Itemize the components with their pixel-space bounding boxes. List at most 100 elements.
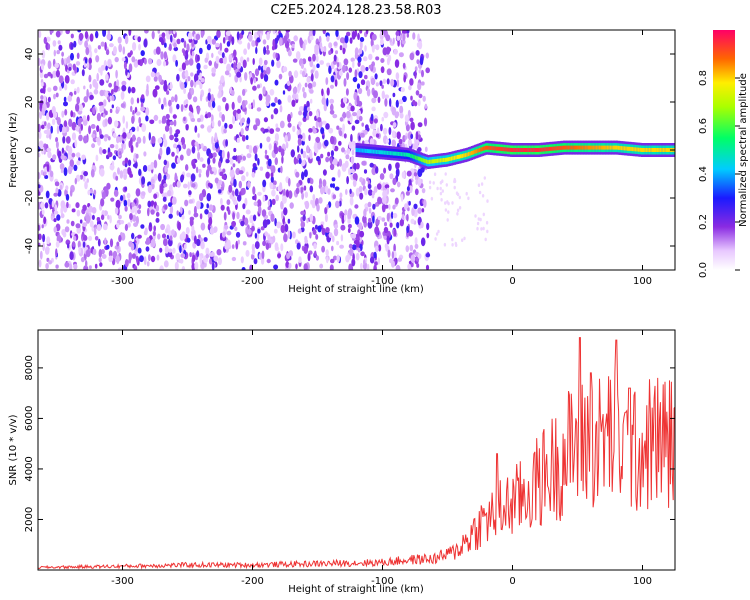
spectrogram-noise-cell [408,85,412,91]
spectrogram-noise-cell [115,69,118,79]
spectrogram-noise-cell [439,191,443,196]
spectrogram-noise-cell [381,217,386,222]
spectrogram-noise-cell [83,235,88,241]
spectrogram-noise-cell [320,153,324,159]
spectrogram-noise-cell [339,45,343,51]
spectrogram-noise-cell [95,30,99,39]
spectrogram-noise-cell [127,52,132,58]
spectrogram-noise-cell [48,260,52,265]
spectrogram-noise-cell [161,115,167,124]
spectrogram-noise-cell [263,59,268,66]
spectrogram-noise-cell [99,134,104,139]
spectrogram-noise-cell [265,171,270,179]
spectrogram-noise-cell [346,72,350,81]
spectrogram-noise-cell [343,78,347,87]
spectrogram-noise-cell [333,145,339,152]
spectrogram-noise-cell [186,237,191,243]
spectrogram-noise-cell [433,172,437,176]
spectrogram-noise-cell [402,95,407,103]
spectrogram-noise-cell [302,42,306,51]
spectrogram-noise-cell [292,87,298,94]
spectrogram-noise-cell [139,255,144,263]
spectrogram-noise-cell [226,63,232,72]
spectrogram-ridge-core [461,153,464,158]
spectrogram-ridge-core [620,146,623,151]
spectrogram-noise-cell [188,199,194,204]
spectrogram-noise-cell [124,205,128,212]
spectrogram-noise-cell [94,82,99,90]
spectrogram-noise-cell [390,78,395,87]
spectrogram-noise-cell [168,30,172,35]
spectrogram-noise-cell [404,114,409,123]
spectrogram-noise-cell [408,179,412,186]
spectrogram-noise-cell [361,122,365,127]
spectrogram-noise-cell [265,94,271,103]
spectrogram-noise-cell [314,141,318,150]
spectrogram-noise-cell [476,226,479,231]
spectrogram-noise-cell [308,111,313,117]
spectrogram-ridge-core [605,145,608,150]
spectrogram-noise-cell [322,30,326,35]
spectrogram-noise-cell [267,206,271,211]
spectrogram-noise-cell [164,245,169,254]
spectrogram-ridge-core [570,145,573,150]
spectrogram-noise-cell [73,164,78,171]
spectrogram-noise-cell [384,98,388,107]
x-tick-label: -200 [241,276,264,287]
spectrogram-noise-cell [85,47,90,56]
spectrogram-noise-cell [101,254,107,259]
spectrogram-noise-cell [162,60,167,67]
spectrogram-noise-cell [113,46,117,55]
spectrogram-noise-cell [395,168,400,177]
spectrogram-ridge-core [386,150,389,155]
spectrogram-noise-cell [396,131,401,140]
spectrogram-noise-cell [364,74,368,80]
spectrogram-noise-cell [150,238,156,248]
spectrogram-noise-cell [373,264,377,270]
spectrogram-noise-cell [168,202,172,208]
spectrogram-ridge-core [452,156,455,161]
spectrogram-noise-cell [180,136,185,146]
spectrogram-noise-cell [132,42,137,51]
spectrogram-ridge-core [453,155,456,160]
spectrogram-noise-cell [64,75,70,84]
spectrogram-noise-cell [274,96,278,104]
spectrogram-noise-cell [40,201,45,210]
spectrogram-noise-cell [316,203,320,212]
spectrogram-noise-cell [211,52,214,59]
spectrogram-noise-cell [314,70,319,79]
spectrogram-noise-cell [339,37,345,44]
spectrogram-noise-cell [183,40,187,49]
spectrogram-noise-cell [176,103,180,110]
spectrogram-noise-cell [320,221,325,226]
spectrogram-noise-cell [365,66,369,72]
spectrogram-noise-cell [177,221,182,231]
spectrogram-noise-cell [456,208,460,213]
spectrogram-noise-cell [75,174,81,182]
spectrogram-noise-cell [167,190,172,197]
spectrogram-noise-cell [232,163,236,168]
spectrogram-noise-cell [194,235,197,244]
spectrogram-noise-cell [257,228,261,234]
spectrogram-noise-cell [89,220,94,228]
spectrogram-noise-cell [391,251,395,260]
spectrogram-noise-cell [123,142,126,150]
spectrogram-noise-cell [412,99,416,106]
spectrogram-noise-cell [211,167,217,172]
spectrogram-noise-cell [164,125,170,132]
spectrogram-noise-cell [76,86,80,94]
spectrogram-noise-cell [80,256,85,263]
spectrogram-noise-cell [105,65,108,71]
spectrogram-noise-cell [173,46,179,52]
spectrogram-noise-cell [52,40,57,47]
spectrogram-noise-cell [309,185,314,193]
spectrogram-noise-cell [303,245,309,254]
spectrogram-noise-cell [237,194,242,202]
spectrogram-noise-cell [91,207,97,214]
spectrogram-noise-cell [59,184,63,190]
spectrogram-noise-cell [158,74,163,83]
spectrogram-noise-cell [53,111,58,119]
spectrogram-noise-cell [381,90,385,100]
spectrogram-noise-cell [94,263,98,269]
spectrogram-noise-cell [127,86,131,94]
